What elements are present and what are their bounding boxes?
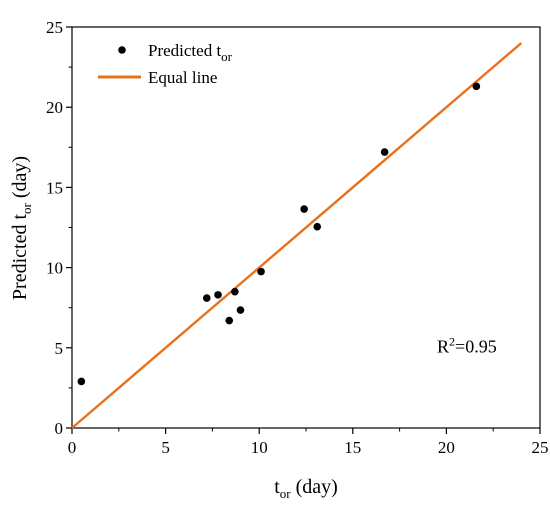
r-squared-annotation: R2=0.95 xyxy=(437,335,497,357)
y-tick-label-0: 0 xyxy=(55,419,64,438)
data-point-11 xyxy=(472,82,481,91)
y-tick-label-15: 15 xyxy=(46,178,63,197)
y-tick-label-25: 25 xyxy=(46,18,63,37)
data-point-7 xyxy=(257,267,265,276)
data-point-6 xyxy=(236,306,245,314)
x-tick-label-5: 5 xyxy=(161,438,170,457)
x-tick-label-0: 0 xyxy=(68,438,77,457)
x-tick-label-25: 25 xyxy=(532,438,549,457)
data-point-3 xyxy=(214,291,222,299)
data-point-1 xyxy=(77,377,86,386)
legend-label-predicted: Predicted tor xyxy=(148,41,233,64)
legend-marker-predicted xyxy=(118,46,126,54)
data-point-5 xyxy=(231,287,239,296)
legend: Predicted tor Equal line xyxy=(98,41,233,87)
data-point-4 xyxy=(225,316,234,325)
data-point-10 xyxy=(380,148,389,156)
x-tick-label-10: 10 xyxy=(251,438,268,457)
legend-label-equal: Equal line xyxy=(148,68,217,87)
y-tick-label-5: 5 xyxy=(55,339,64,358)
data-point-8 xyxy=(300,205,308,213)
x-tick-label-15: 15 xyxy=(344,438,361,457)
x-axis-label: tor (day) xyxy=(274,476,338,501)
y-tick-label-20: 20 xyxy=(46,98,63,117)
data-point-2 xyxy=(202,294,211,302)
data-point-9 xyxy=(313,222,322,231)
plot-area: 0 5 10 15 20 25 0 5 10 15 20 25 xyxy=(46,18,549,457)
y-tick-label-10: 10 xyxy=(46,259,63,278)
y-axis-label: Predicted tor (day) xyxy=(9,156,34,300)
x-tick-label-20: 20 xyxy=(438,438,455,457)
equal-line xyxy=(71,42,523,429)
